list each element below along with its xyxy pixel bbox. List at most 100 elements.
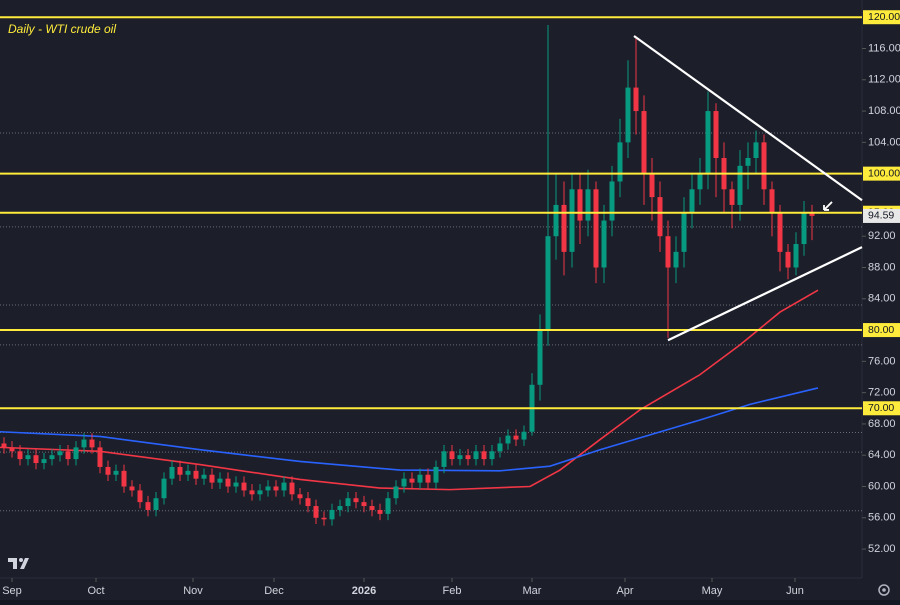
candle-body [289,482,295,495]
candle-body [177,466,183,475]
candle-body [569,189,575,252]
candle-body [449,451,455,460]
candle-body [161,478,167,499]
candle-body [497,443,503,452]
y-tick-label: 68.00 [868,418,896,430]
level-label-box [863,166,900,181]
level-label-box [863,401,900,416]
last-price-box [863,208,900,223]
trendline [667,246,863,342]
level-label-box [863,323,900,338]
y-tick-label: 108.00 [868,105,900,117]
candle-body [233,482,239,487]
y-tick-label: 72.00 [868,387,896,399]
candle-body [337,506,343,510]
settings-icon[interactable] [878,584,890,596]
y-tick-label: 52.00 [868,543,896,555]
candle-body [361,502,367,507]
candle-body [313,506,319,518]
candle-body [729,189,735,205]
candle-body [409,478,415,483]
moving-average [0,289,819,491]
candle-body [265,486,271,491]
candle-body [737,165,743,205]
y-tick-label: 76.00 [868,355,896,367]
candle-body [753,142,759,158]
candle-body [489,451,495,460]
candle-body [705,111,711,174]
candle-body [209,474,215,483]
candle-body [641,111,647,174]
candle-body [169,466,175,479]
last-price-label: 94.59 [868,210,894,222]
level-label: 100.00 [868,167,900,179]
candle-body [225,478,231,487]
x-tick-label: Oct [87,585,104,597]
candle-body [89,439,95,448]
y-tick-label: 60.00 [868,480,896,492]
candle-body [345,498,351,507]
logo [8,558,29,569]
candle-body [681,212,687,252]
candle-body [801,212,807,245]
x-tick-label: 2026 [352,585,376,597]
x-tick-label: Sep [2,585,22,597]
logo-shape [8,558,29,569]
candle-body [633,87,639,112]
y-tick-label: 84.00 [868,293,896,305]
candle-body [65,451,71,460]
candle-body [465,455,471,460]
moving-average [0,387,819,472]
candle-body [57,451,63,456]
candle-body [697,173,703,190]
y-tick-label: 104.00 [868,136,900,148]
level-label: 120.00 [868,11,900,23]
level-label-box [863,10,900,25]
candle-body [433,466,439,483]
level-label: 70.00 [868,402,894,414]
candle-body [513,435,519,440]
candle-body [657,197,663,237]
candle-body [201,474,207,479]
candle-body [601,220,607,268]
candle-body [185,470,191,475]
x-tick-label: Jun [786,585,804,597]
candle-body [113,470,119,475]
candle-body [745,157,751,166]
candle-body [553,204,559,237]
x-tick-label: May [702,585,723,597]
x-tick-label: Nov [183,585,203,597]
candle-body [561,204,567,252]
y-tick-label: 92.00 [868,230,896,242]
x-tick-label: Feb [443,585,462,597]
candle-body [153,498,159,510]
candle-body [9,447,15,452]
candle-body [81,439,87,448]
candle-body [321,517,327,520]
plot [0,16,866,582]
candle-body [41,459,47,464]
candle-body [809,212,815,216]
candle-body [441,451,447,467]
settings-gear[interactable] [878,584,890,596]
candle-body [137,490,143,503]
y-tick-label: 88.00 [868,261,896,273]
candle-body [473,451,479,460]
candle-body [401,478,407,487]
candle-body [105,466,111,475]
y-tick-label: 64.00 [868,449,896,461]
candle-body [297,494,303,499]
candle-body [281,482,287,491]
candle-body [417,474,423,483]
candle-body [121,470,127,487]
candle-body [241,482,247,491]
candle-body [649,173,655,198]
settings-center[interactable] [882,588,886,592]
candle-body [305,498,311,507]
x-tick-label: Mar [523,585,542,597]
candle-body [257,490,263,495]
candle-body [585,189,591,221]
